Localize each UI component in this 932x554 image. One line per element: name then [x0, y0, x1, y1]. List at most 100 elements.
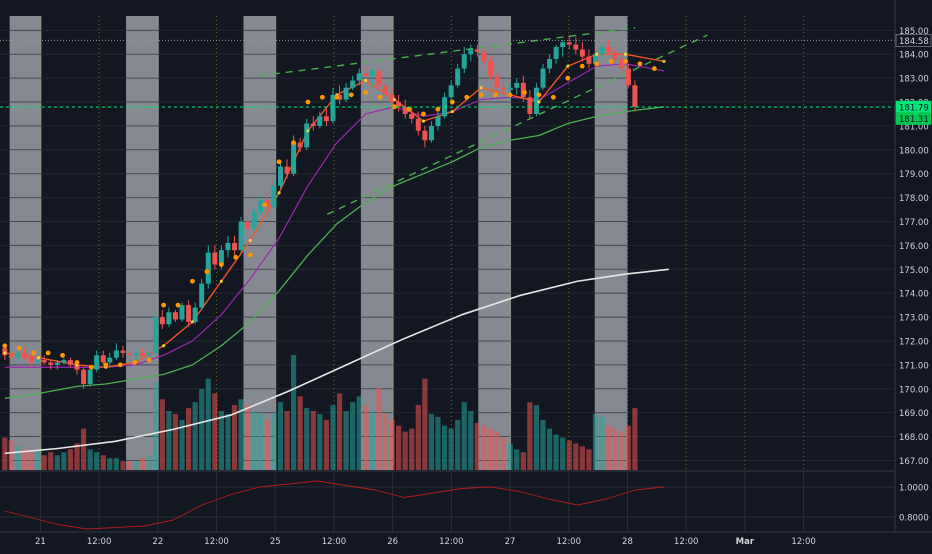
candle-body[interactable] [612, 51, 618, 60]
candle-body[interactable] [435, 116, 441, 126]
candle-body[interactable] [514, 82, 520, 88]
candle-body[interactable] [35, 360, 41, 363]
candle-body[interactable] [599, 47, 605, 55]
candle-body[interactable] [212, 252, 218, 265]
candle-body[interactable] [310, 123, 316, 126]
candle-body[interactable] [540, 68, 546, 88]
candle-body[interactable] [468, 49, 474, 55]
candle-body[interactable] [547, 59, 553, 69]
price-label-text: 181.31 [899, 115, 929, 125]
candle-body[interactable] [297, 142, 303, 148]
candle-body[interactable] [586, 56, 592, 64]
candle-body[interactable] [507, 87, 513, 91]
candle-body[interactable] [291, 142, 297, 174]
candle-body[interactable] [396, 102, 402, 107]
candle-body[interactable] [619, 59, 625, 69]
candle-body[interactable] [146, 352, 152, 356]
candle-body[interactable] [127, 352, 133, 356]
candle-body[interactable] [100, 355, 106, 363]
candle-body[interactable] [389, 94, 395, 103]
candle-body[interactable] [455, 68, 461, 86]
candle-body[interactable] [337, 94, 343, 100]
candle-body[interactable] [461, 54, 467, 69]
candle-body[interactable] [487, 61, 493, 76]
candle-body[interactable] [533, 87, 539, 114]
candle-body[interactable] [107, 357, 113, 363]
candle-body[interactable] [474, 49, 480, 52]
candle-body[interactable] [54, 362, 60, 365]
candle-body[interactable] [343, 87, 349, 100]
candle-body[interactable] [264, 199, 270, 208]
candle-body[interactable] [409, 113, 415, 119]
channel-trendline[interactable] [259, 27, 636, 77]
candle-body[interactable] [120, 350, 126, 353]
candle-body[interactable] [15, 352, 21, 358]
candle-body[interactable] [560, 42, 566, 48]
candle-body[interactable] [428, 125, 434, 141]
candle-body[interactable] [448, 85, 454, 98]
candle-body[interactable] [238, 221, 244, 251]
candle-body[interactable] [625, 68, 631, 86]
candle-body[interactable] [186, 305, 192, 322]
candle-body[interactable] [225, 243, 231, 251]
candle-body[interactable] [350, 80, 356, 88]
candle-body[interactable] [573, 44, 579, 50]
candle-body[interactable] [8, 355, 14, 358]
candle-body[interactable] [566, 42, 572, 45]
candle-body[interactable] [232, 243, 238, 251]
candle-body[interactable] [87, 369, 93, 384]
candle-body[interactable] [41, 360, 47, 363]
candle-body[interactable] [304, 123, 310, 148]
candle-body[interactable] [48, 362, 54, 365]
candle-body[interactable] [317, 116, 323, 126]
candle-body[interactable] [172, 312, 178, 320]
candle-body[interactable] [113, 350, 119, 358]
candle-body[interactable] [277, 166, 283, 186]
candle-body[interactable] [481, 51, 487, 62]
channel-trendline[interactable] [326, 34, 708, 215]
candle-body[interactable] [67, 360, 73, 365]
candle-body[interactable] [593, 54, 599, 64]
candle-body[interactable] [323, 116, 329, 122]
candle-body[interactable] [527, 97, 533, 114]
candle-body[interactable] [159, 317, 165, 325]
candle-body[interactable] [579, 49, 585, 57]
candle-body[interactable] [606, 47, 612, 52]
candle-body[interactable] [258, 199, 264, 212]
candle-body[interactable] [363, 73, 369, 76]
candle-body[interactable] [330, 94, 336, 122]
candle-body[interactable] [166, 312, 172, 325]
candle-body[interactable] [402, 106, 408, 114]
candle-body[interactable] [28, 357, 34, 363]
candle-body[interactable] [192, 307, 198, 322]
candle-body[interactable] [22, 352, 28, 358]
candle-body[interactable] [81, 369, 87, 384]
candle-body[interactable] [632, 85, 638, 107]
candle-body[interactable] [271, 185, 277, 208]
candle-body[interactable] [520, 82, 526, 98]
candle-body[interactable] [153, 317, 159, 353]
candle-body[interactable] [356, 73, 362, 81]
candle-body[interactable] [376, 70, 382, 86]
candle-body[interactable] [494, 75, 500, 88]
candle-body[interactable] [245, 221, 251, 229]
candle-body[interactable] [284, 166, 290, 174]
candle-body[interactable] [369, 70, 375, 76]
candle-body[interactable] [218, 250, 224, 265]
candle-body[interactable] [199, 283, 205, 308]
candle-body[interactable] [382, 85, 388, 95]
candle-body[interactable] [415, 118, 421, 131]
candle-body[interactable] [133, 352, 139, 356]
candle-body[interactable] [179, 305, 185, 320]
candle-body[interactable] [74, 364, 80, 370]
candle-body[interactable] [94, 355, 100, 370]
candle-body[interactable] [553, 47, 559, 60]
candle-body[interactable] [501, 87, 507, 91]
candle-body[interactable] [140, 352, 146, 356]
candle-body[interactable] [422, 130, 428, 141]
candle-body[interactable] [61, 360, 67, 363]
candle-body[interactable] [251, 211, 257, 229]
candle-body[interactable] [205, 252, 211, 284]
